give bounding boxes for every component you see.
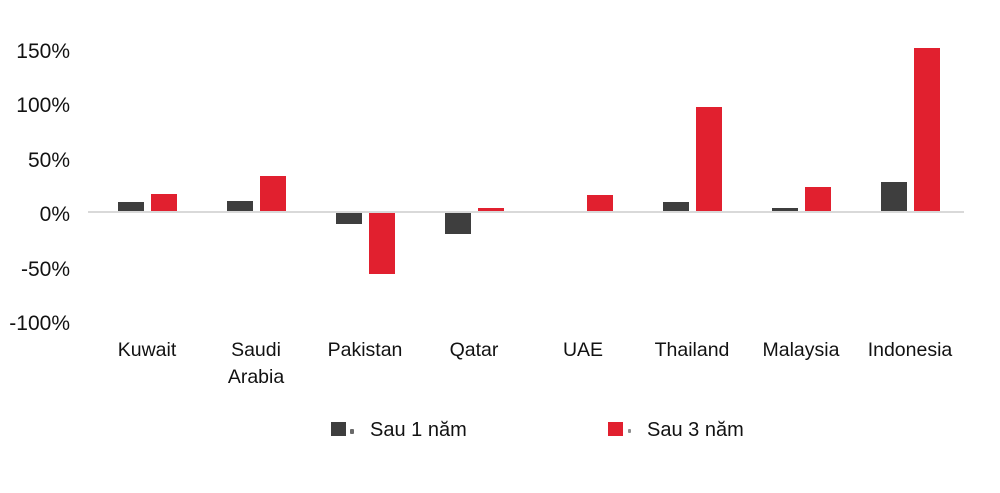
y-axis-tick-label: 0% (39, 203, 70, 226)
legend-label-sau-1-nam: Sau 1 năm (370, 419, 467, 441)
y-axis-tick-label: 100% (16, 94, 70, 117)
y-axis-tick-label: -50% (20, 257, 70, 281)
bar-qatar-series-2 (477, 207, 504, 211)
x-axis-category-label: Kuwait (117, 339, 177, 361)
bar-qatar-series-1 (444, 213, 471, 234)
bar-uae-series-2 (586, 194, 613, 211)
x-axis-category-label: Qatar (449, 339, 499, 361)
y-axis-tick-label: 150% (16, 39, 70, 63)
zero-axis-line (88, 211, 964, 213)
legend-label-sau-3-nam: Sau 3 năm (647, 419, 744, 441)
bar-malaysia-series-1 (771, 207, 798, 211)
y-axis-tick-label: -100% (9, 312, 70, 335)
bar-malaysia-series-2 (804, 187, 831, 211)
x-axis-category-label: Indonesia (867, 339, 953, 361)
y-axis-tick-label: 50% (27, 148, 70, 172)
bar-kuwait-series-2 (150, 193, 177, 211)
x-axis-category-label: Pakistan (327, 339, 403, 361)
x-axis-category-label: UAE (562, 339, 604, 361)
legend-swatch-sau-3-nam (608, 422, 623, 436)
legend-swatch-sau-1-nam (331, 422, 346, 436)
bar-thailand-series-1 (662, 202, 689, 211)
bar-pakistan-series-1 (335, 213, 362, 224)
bar-saudi-arabia-series-1 (226, 201, 253, 211)
x-axis-category-label: Thailand (654, 339, 730, 361)
bar-saudi-arabia-series-2 (259, 176, 286, 211)
legend-artifact-mark (350, 429, 354, 434)
bar-kuwait-series-1 (117, 202, 144, 211)
x-axis-category-label: Malaysia (762, 339, 840, 361)
bar-pakistan-series-2 (368, 213, 395, 275)
bar-indonesia-series-1 (880, 181, 907, 211)
bar-thailand-series-2 (695, 107, 722, 211)
bar-indonesia-series-2 (913, 47, 940, 211)
legend-artifact-mark (628, 429, 631, 433)
x-axis-category-label: Saudi Arabia (227, 339, 285, 388)
